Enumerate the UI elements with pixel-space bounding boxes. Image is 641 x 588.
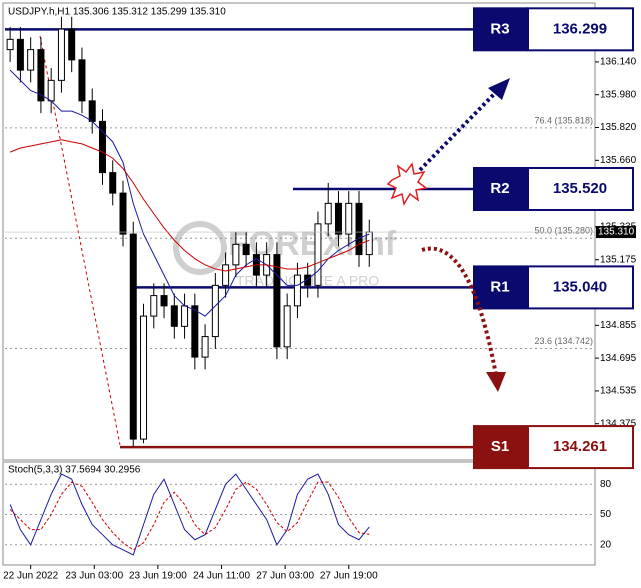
candle-body [334, 202, 342, 235]
candle-body [201, 336, 209, 358]
candle-body [119, 192, 127, 235]
y-tick-label: 136.140 [600, 57, 637, 68]
fib-label: 76.4 (135.818) [534, 115, 593, 125]
level-value-box [527, 167, 634, 212]
candle-body [37, 49, 45, 102]
fib-label: 50.0 (135.280) [534, 226, 593, 236]
y-tick-label: 134.375 [600, 418, 637, 429]
level-tag-box [473, 167, 528, 212]
candle-body [27, 49, 35, 71]
y-tick-label: 135.175 [600, 254, 637, 265]
arrow-head [488, 78, 510, 100]
y-tick-label: 135.820 [600, 122, 637, 133]
x-tick-label: 23 Jun 19:00 [129, 571, 187, 582]
x-tick-label: 24 Jun 11:00 [193, 571, 251, 582]
level-tag: S1 [491, 438, 509, 455]
candle-body [211, 284, 219, 338]
candle-body [181, 305, 189, 327]
stoch-panel [2, 461, 596, 566]
candle-body [109, 172, 117, 194]
annotations [386, 78, 510, 392]
candle-body [160, 295, 168, 307]
x-tick-label: 22 Jun 2022 [3, 571, 58, 582]
candle-body [47, 79, 55, 102]
candle-body [129, 233, 137, 440]
level-value-box [527, 425, 634, 470]
level-value-box [527, 7, 634, 52]
candle-body [314, 223, 322, 286]
candle-body [232, 243, 240, 266]
main-panel [2, 2, 596, 461]
last-price-box [596, 226, 636, 239]
stoch-title: Stoch(5,3,3) 37.5694 30.2956 [8, 465, 141, 476]
y-tick-label: 135.980 [600, 89, 637, 100]
level-value-box [527, 265, 634, 310]
x-tick-label: 27 Jun 03:00 [256, 571, 314, 582]
level-value: 136.299 [553, 20, 607, 37]
level-value: 135.040 [553, 278, 607, 295]
level-value: 135.520 [553, 180, 607, 197]
candle-body [304, 274, 312, 286]
level-tag: R3 [490, 20, 509, 37]
candle-body [68, 28, 76, 61]
down-arrow [421, 246, 498, 376]
y-tick-label: 134.535 [600, 386, 637, 397]
fib-label: 23.6 (134.742) [534, 336, 593, 346]
candle-body [324, 202, 332, 225]
y-tick-label: 135.660 [600, 155, 637, 166]
candle-body [283, 305, 291, 348]
level-tag: R2 [490, 180, 509, 197]
candle-body [140, 315, 148, 440]
up-arrow [418, 86, 502, 172]
candle-body [242, 243, 250, 256]
candle-body [293, 274, 301, 307]
y-tick-label: 50 [600, 509, 612, 520]
candle-body [57, 28, 65, 81]
level-tag-box [473, 7, 528, 52]
candle-body [150, 295, 158, 317]
starburst [386, 162, 428, 207]
watermark-logo [173, 221, 227, 275]
y-tick-label: 134.855 [600, 320, 637, 331]
candle-body [78, 59, 86, 102]
y-tick-label: 134.695 [600, 353, 637, 364]
candle-body [191, 305, 199, 358]
last-price: 135.310 [598, 227, 635, 238]
candle-body [170, 305, 178, 327]
moving-average [9, 69, 370, 317]
candle-body [16, 38, 24, 71]
symbol-header: USDJPY.h,H1 135.306 135.312 135.299 135.… [8, 7, 226, 18]
y-tick-label: 20 [600, 539, 612, 550]
candle-body [355, 202, 363, 256]
candle-body [222, 264, 230, 286]
candle-body [273, 254, 281, 348]
candle-body [88, 100, 96, 122]
x-tick-label: 23 Jun 03:00 [65, 571, 123, 582]
level-tag-box [473, 265, 528, 310]
candle-body [345, 202, 353, 235]
x-tick-label: 27 Jun 19:00 [320, 571, 378, 582]
level-value: 134.261 [553, 438, 607, 455]
level-tag-box [473, 425, 528, 470]
candle-body [98, 120, 106, 174]
candle-body [6, 38, 14, 51]
stoch-line [9, 473, 370, 556]
moving-average [9, 139, 370, 272]
level-tag: R1 [490, 278, 509, 295]
arrow-head [486, 372, 506, 392]
y-tick-label: 80 [600, 479, 612, 490]
